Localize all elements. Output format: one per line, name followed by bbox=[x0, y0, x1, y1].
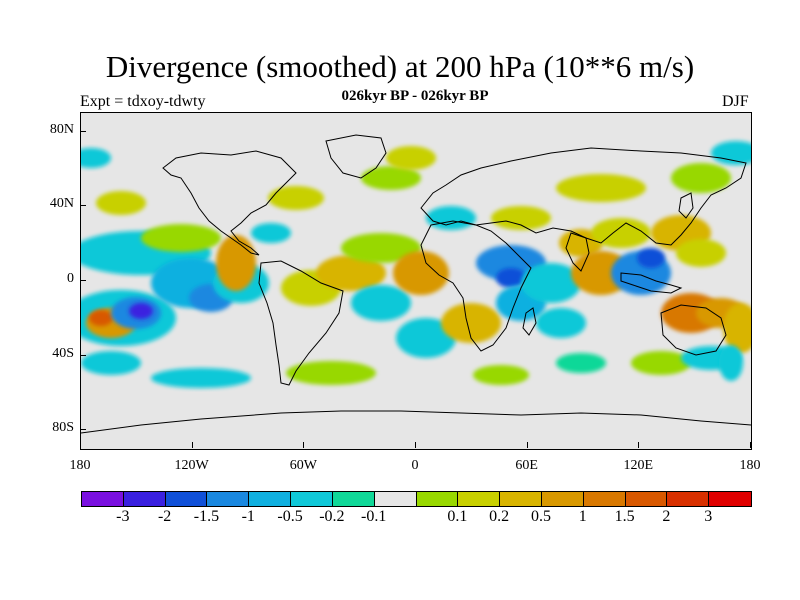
colorbar-label: -1.5 bbox=[193, 508, 220, 525]
divergence-blob bbox=[386, 146, 436, 170]
colorbar-swatch bbox=[541, 492, 584, 506]
chart-subtitle: 026kyr BP - 026kyr BP bbox=[341, 88, 489, 104]
colorbar-label: 0.5 bbox=[530, 508, 551, 525]
divergence-blob bbox=[556, 353, 606, 373]
y-tick-label: 0 bbox=[67, 271, 74, 286]
colorbar-label: -3 bbox=[116, 508, 130, 525]
x-tick-label: 0 bbox=[411, 458, 419, 473]
x-tick-label: 60E bbox=[515, 458, 538, 473]
colorbar-swatch bbox=[709, 492, 751, 506]
colorbar-swatch bbox=[667, 492, 710, 506]
y-tick-mark bbox=[80, 130, 86, 132]
y-tick-label: 80N bbox=[49, 121, 74, 137]
colorbar-swatch bbox=[374, 492, 417, 506]
coastlines bbox=[81, 134, 751, 434]
colorbar-swatch bbox=[625, 492, 668, 506]
colorbar-swatch bbox=[500, 492, 542, 506]
y-tick-label: 40N bbox=[49, 196, 74, 212]
colorbar-label: 3 bbox=[704, 508, 713, 525]
divergence-blob bbox=[393, 251, 449, 295]
colorbar-label: 0.2 bbox=[489, 508, 510, 525]
colorbar-label: 1 bbox=[578, 508, 587, 525]
y-tick-mark bbox=[80, 280, 86, 281]
colorbar-swatch bbox=[291, 492, 333, 506]
colorbar-label: -1 bbox=[241, 508, 255, 525]
divergence-blob bbox=[141, 224, 221, 252]
colorbar-swatch bbox=[82, 492, 124, 506]
x-tick-mark bbox=[638, 442, 640, 448]
x-tick-mark bbox=[526, 442, 528, 448]
divergence-blob bbox=[496, 268, 526, 288]
divergence-blob bbox=[556, 174, 646, 202]
x-tick-mark bbox=[80, 442, 81, 448]
map-panel bbox=[80, 112, 752, 450]
divergence-blob bbox=[631, 351, 691, 375]
colorbar-swatch bbox=[249, 492, 292, 506]
divergence-blob bbox=[216, 235, 256, 291]
x-tick-label: 60W bbox=[289, 458, 317, 473]
divergence-blob bbox=[491, 206, 551, 230]
x-tick-mark bbox=[750, 442, 751, 448]
divergence-blob bbox=[286, 361, 376, 385]
divergence-blob bbox=[81, 148, 111, 168]
divergence-blob bbox=[361, 166, 421, 190]
experiment-label: Expt = tdxoy-tdwty bbox=[80, 93, 206, 110]
colorbar-swatch bbox=[332, 492, 375, 506]
colorbar-swatch bbox=[123, 492, 166, 506]
x-tick-label: 120W bbox=[174, 458, 209, 473]
divergence-blob bbox=[536, 308, 586, 338]
divergence-blob bbox=[521, 263, 581, 303]
colorbar-swatch bbox=[458, 492, 501, 506]
colorbar-label: 1.5 bbox=[614, 508, 635, 525]
x-tick-label: 180 bbox=[739, 458, 761, 473]
x-tick-label: 120E bbox=[623, 458, 654, 473]
divergence-blob bbox=[89, 310, 113, 326]
colorbar-swatch bbox=[583, 492, 626, 506]
divergence-blob bbox=[723, 303, 751, 353]
x-tick-label: 180 bbox=[69, 458, 91, 473]
divergence-blob bbox=[396, 318, 456, 358]
divergence-blob bbox=[268, 186, 324, 210]
divergence-field-map bbox=[81, 134, 751, 434]
divergence-blob bbox=[426, 206, 476, 230]
divergence-blob bbox=[351, 285, 411, 321]
divergence-blob bbox=[129, 303, 153, 319]
divergence-field-blobs bbox=[81, 141, 751, 388]
colorbar-label: -0.2 bbox=[319, 508, 345, 525]
y-tick-label: 80S bbox=[52, 420, 74, 436]
divergence-blob bbox=[96, 191, 146, 215]
divergence-blob bbox=[473, 365, 529, 385]
divergence-blob bbox=[441, 303, 501, 343]
colorbar-swatch bbox=[416, 492, 459, 506]
colorbar-swatch bbox=[165, 492, 208, 506]
divergence-blob bbox=[81, 351, 141, 375]
x-tick-mark bbox=[415, 442, 416, 448]
x-tick-mark bbox=[303, 442, 305, 448]
colorbar-label: -0.5 bbox=[277, 508, 303, 525]
colorbar-label: -0.1 bbox=[361, 508, 387, 525]
divergence-blob bbox=[637, 248, 665, 268]
divergence-blob bbox=[676, 239, 726, 267]
divergence-blob bbox=[316, 255, 386, 291]
divergence-blob bbox=[341, 233, 421, 263]
chart-title: Divergence (smoothed) at 200 hPa (10**6 … bbox=[105, 49, 695, 84]
y-tick-mark bbox=[80, 429, 86, 431]
colorbar-label: 2 bbox=[662, 508, 671, 525]
divergence-blob bbox=[251, 223, 291, 243]
divergence-blob bbox=[719, 345, 743, 381]
y-tick-mark bbox=[80, 205, 86, 207]
y-tick-mark bbox=[80, 354, 86, 356]
colorbar-label: 0.1 bbox=[447, 508, 468, 525]
colorbar-swatch bbox=[207, 492, 250, 506]
x-tick-mark bbox=[191, 442, 193, 448]
season-label: DJF bbox=[722, 93, 749, 110]
divergence-blob bbox=[711, 141, 751, 165]
colorbar-label: -2 bbox=[157, 508, 172, 525]
divergence-blob bbox=[151, 368, 251, 388]
colorbar bbox=[81, 491, 752, 507]
y-tick-label: 40S bbox=[52, 345, 74, 361]
divergence-blob bbox=[591, 218, 651, 248]
divergence-blob bbox=[671, 163, 731, 193]
